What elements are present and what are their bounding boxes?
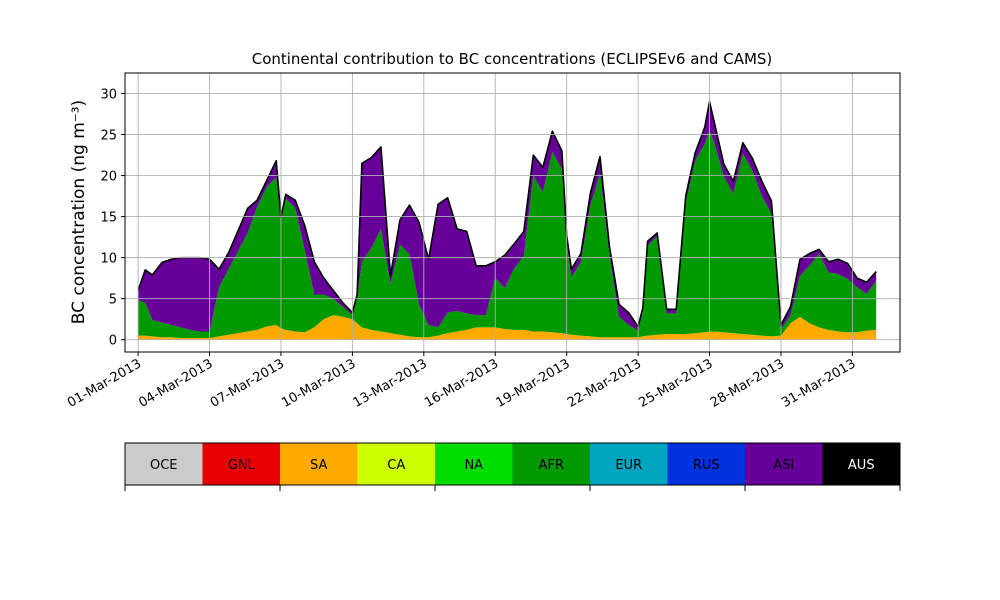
y-tick-label: 10 — [100, 252, 117, 267]
y-axis-label: BC concentration (ng m⁻³) — [69, 100, 89, 324]
colorbar-swatch-aus — [822, 443, 901, 485]
colorbar-swatch-oce — [125, 443, 203, 485]
colorbar-label: SA — [310, 458, 327, 473]
y-tick-label: 20 — [100, 170, 117, 185]
colorbar-label: AUS — [848, 458, 875, 473]
colorbar-label: NA — [464, 458, 483, 473]
colorbar-swatch-ca — [357, 443, 436, 485]
colorbar-swatch-rus — [667, 443, 746, 485]
x-tick-label: 31-Mar-2013 — [779, 356, 858, 410]
colorbar-label: CA — [387, 458, 405, 473]
colorbar-label: EUR — [615, 458, 642, 473]
colorbar-label: RUS — [693, 458, 720, 473]
chart-title: Continental contribution to BC concentra… — [252, 50, 773, 68]
colorbar-legend: OCE GNL SA CA NA AFR EUR RUS ASI AUS — [124, 442, 901, 491]
x-tick-label: 28-Mar-2013 — [708, 356, 787, 410]
y-tick-label: 30 — [100, 88, 117, 103]
colorbar-label: ASI — [773, 458, 794, 473]
colorbar-label: AFR — [539, 458, 564, 473]
x-tick-label: 07-Mar-2013 — [208, 356, 287, 410]
colorbar-swatch-afr — [512, 443, 591, 485]
x-tick-label: 10-Mar-2013 — [279, 356, 358, 410]
x-tick-label: 25-Mar-2013 — [636, 356, 715, 410]
y-tick-label: 0 — [109, 334, 117, 349]
x-tick-label: 16-Mar-2013 — [422, 356, 501, 410]
x-tick-label: 04-Mar-2013 — [136, 356, 215, 410]
x-tick-label: 13-Mar-2013 — [351, 356, 430, 410]
y-tick-label: 15 — [100, 211, 117, 226]
colorbar-swatch-gnl — [202, 443, 281, 485]
area-afr — [138, 130, 877, 339]
y-tick-label: 5 — [109, 293, 117, 308]
colorbar-swatch-asi — [745, 443, 823, 485]
area-asi — [138, 101, 877, 332]
colorbar-frame — [124, 442, 901, 486]
colorbar-swatch-eur — [590, 443, 668, 485]
colorbar-swatch-sa — [280, 443, 358, 485]
colorbar-swatch-na — [435, 443, 513, 485]
x-tick-label: 22-Mar-2013 — [565, 356, 644, 410]
axes-frame — [124, 72, 901, 353]
colorbar-label: GNL — [228, 458, 256, 473]
area-sa — [138, 315, 877, 340]
plot-area: 0 5 10 15 20 25 30 01-Mar-201304-Mar-201307-Mar… — [65, 72, 901, 411]
total-line — [137, 100, 877, 328]
y-tick-label: 25 — [100, 129, 117, 144]
x-tick-label: 19-Mar-2013 — [494, 356, 573, 410]
colorbar-label: OCE — [150, 458, 178, 473]
x-tick-label: 01-Mar-2013 — [65, 356, 144, 410]
